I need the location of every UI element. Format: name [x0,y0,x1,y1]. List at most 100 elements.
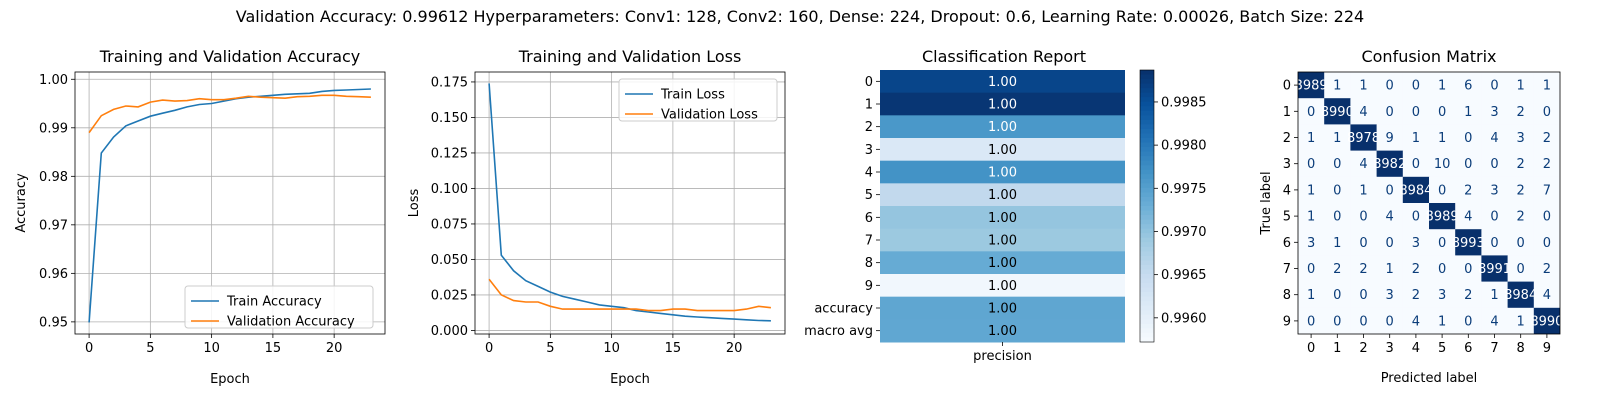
confusion-matrix-cell [1298,176,1325,204]
accuracy-plot-frame [74,71,386,335]
classification-report-row-label: 2 [865,120,873,135]
confusion-matrix-cell [1402,281,1430,309]
confusion-matrix-cell-value: 9 [1386,131,1394,146]
confusion-matrix-y-tick-label: 3 [1283,157,1291,172]
confusion-matrix-cell-value: 0 [1464,262,1472,277]
confusion-matrix-cell [1455,281,1482,309]
confusion-matrix-cell-value: 1 [1543,79,1551,94]
loss-y-tick-label: 0.025 [431,288,468,303]
confusion-matrix-cell [1324,72,1351,99]
confusion-matrix-cell [1402,72,1430,99]
confusion-matrix-x-tick-label: 5 [1438,341,1446,356]
classification-report-cell-value: 1.00 [988,302,1017,317]
colorbar-segment [1140,196,1154,203]
confusion-matrix-y-tick-label: 8 [1283,288,1291,303]
confusion-matrix-x-tick-label: 7 [1490,341,1498,356]
confusion-matrix-cell [1350,307,1377,334]
confusion-matrix-grid: 8989 1 1 0 0 1 6 0 1 10 8990 4 0 0 0 1 3 2 01 1 8978 9 1 1 0 4 3 20… [1298,72,1563,334]
colorbar-segment [1140,287,1154,293]
confusion-matrix-cell [1507,176,1535,204]
classification-report-row-label: 9 [865,279,873,294]
confusion-matrix-cell-value: 0 [1307,262,1315,277]
colorbar-segment [1140,319,1154,325]
confusion-matrix-cell-value: 0 [1412,157,1420,172]
figure-suptitle: Validation Accuracy: 0.99612 Hyperparame… [236,7,1364,26]
confusion-matrix-cell [1376,229,1404,256]
loss-x-tick-label: 15 [665,341,682,356]
accuracy-x-tick-label: 10 [203,341,220,356]
colorbar-segment [1140,101,1154,107]
colorbar-segment [1140,70,1154,76]
loss-y-tick-label: 0.175 [431,75,468,90]
confusion-matrix-cell [1350,281,1377,309]
colorbar-segment [1140,292,1154,298]
confusion-matrix-cell-value: 2 [1517,157,1525,172]
confusion-matrix-cell-value: 1 [1359,79,1367,94]
confusion-matrix-cell [1324,281,1351,309]
colorbar-segment [1140,332,1154,339]
loss-y-tick-label: 0.125 [431,146,468,161]
colorbar-segment [1140,79,1154,85]
colorbar-segment [1140,224,1154,230]
confusion-matrix-cell-value: 4 [1543,288,1551,303]
classification-report-cell [880,228,1125,252]
colorbar-segment [1140,255,1154,261]
colorbar-segment [1140,169,1154,175]
colorbar-segment [1140,215,1154,221]
confusion-matrix-cell [1324,203,1351,230]
colorbar-segment [1140,274,1154,280]
confusion-matrix-cell-value: 1 [1307,131,1315,146]
confusion-matrix-cell [1350,98,1377,125]
confusion-matrix-x-axis-label: Predicted label [1381,371,1478,386]
confusion-matrix-cell [1324,98,1351,125]
confusion-matrix-cell [1481,72,1508,99]
confusion-matrix-cell [1376,281,1404,309]
classification-report-cell [880,206,1125,230]
accuracy-x-tick-label: 0 [85,341,93,356]
confusion-matrix-cell-value: 0 [1490,210,1498,225]
colorbar-segment [1140,97,1154,103]
classification-report-cell-value: 1.00 [988,98,1017,113]
confusion-matrix-cell-value: 3 [1517,131,1525,146]
confusion-matrix-cell [1481,229,1508,256]
confusion-matrix-cell-value: 4 [1412,314,1420,329]
colorbar-segment [1140,242,1154,248]
accuracy-y-tick-label: 0.97 [39,218,68,233]
confusion-matrix-cell-value: 4 [1490,131,1498,146]
confusion-matrix-cell-value: 0 [1438,105,1446,120]
classification-report-cell-value: 1.00 [988,279,1017,294]
confusion-matrix-cell [1481,176,1508,204]
colorbar-segment [1140,305,1154,311]
confusion-matrix-cell [1533,307,1560,334]
classification-report-row-label: 1 [865,98,873,113]
classification-report-column-label: precision [973,349,1032,364]
colorbar-segment [1140,269,1154,275]
colorbar-segment [1140,246,1154,252]
confusion-matrix-x-tick-label: 2 [1359,341,1367,356]
confusion-matrix-cell [1298,281,1325,309]
confusion-matrix-cell [1455,203,1482,230]
colorbar-tick-label: 0.9970 [1161,225,1207,240]
confusion-matrix-cell-value: 2 [1359,262,1367,277]
confusion-matrix-cell [1324,255,1351,282]
confusion-matrix-cell [1507,150,1535,178]
colorbar-segment [1140,219,1154,225]
confusion-matrix-y-tick-label: 5 [1283,210,1291,225]
confusion-matrix-cell [1429,124,1456,151]
confusion-matrix-y-tick-label: 4 [1283,183,1291,198]
classification-report-cell-value: 1.00 [988,211,1017,226]
confusion-matrix-title: Confusion Matrix [1361,47,1496,66]
colorbar-segment [1140,206,1154,212]
confusion-matrix-cell-value: 0 [1490,236,1498,251]
colorbar-segment [1140,147,1154,153]
confusion-matrix-cell [1481,203,1508,230]
confusion-matrix-cell-value: 8990 [1530,314,1563,329]
accuracy-series-line-train [88,88,371,323]
loss-y-tick-label: 0.000 [431,324,468,339]
confusion-matrix-cell-value: 1 [1517,314,1525,329]
confusion-matrix-cell-value: 1 [1464,105,1472,120]
confusion-matrix-cell-value: 0 [1333,157,1341,172]
confusion-matrix-cell-value: 1 [1359,183,1367,198]
colorbar-segment [1140,183,1154,189]
colorbar-frame [1139,69,1155,343]
